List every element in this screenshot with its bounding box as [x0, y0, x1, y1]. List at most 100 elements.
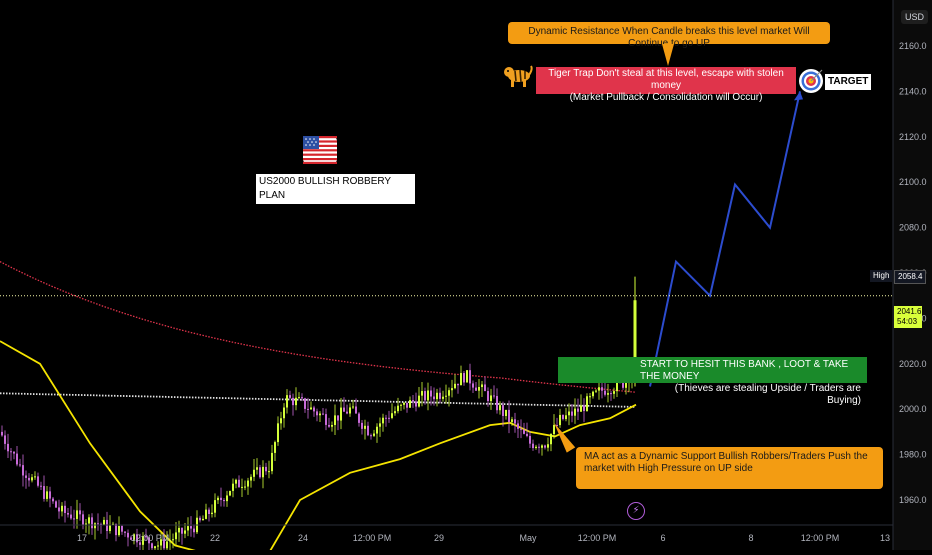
- resistance-note-pointer: [662, 44, 674, 66]
- candle-body: [331, 425, 333, 427]
- plan-title: US2000 BULLISH ROBBERY PLAN: [256, 174, 415, 204]
- candle-body: [244, 486, 246, 488]
- candle-body: [307, 408, 309, 410]
- candle-body: [85, 523, 87, 526]
- candle-body: [298, 397, 300, 399]
- candle-body: [472, 383, 474, 388]
- candle-body: [514, 419, 516, 424]
- lightning-icon[interactable]: ⚡: [627, 502, 645, 520]
- candle-body: [358, 413, 360, 423]
- target-icon: [797, 66, 825, 96]
- candle-body: [427, 390, 429, 401]
- candle-body: [175, 532, 177, 540]
- x-tick-label: 8: [748, 533, 753, 543]
- candle-body: [304, 398, 306, 409]
- entry-note: START TO HESIT THIS BANK , LOOT & TAKE T…: [634, 357, 867, 406]
- last-candle-body: [633, 300, 637, 382]
- candle-body: [556, 424, 558, 426]
- candle-body: [169, 540, 171, 542]
- candle-body: [376, 426, 378, 434]
- tiger-trap-note: Tiger Trap Don't steal at this level, es…: [536, 67, 796, 103]
- candle-body: [457, 383, 459, 386]
- candle-body: [559, 414, 561, 426]
- candle-body: [55, 501, 57, 508]
- candle-body: [124, 531, 126, 533]
- candle-body: [499, 405, 501, 411]
- candle-body: [301, 397, 303, 399]
- candle-body: [115, 523, 117, 536]
- candle-body: [190, 526, 192, 529]
- candle-body: [208, 509, 210, 514]
- candle-body: [238, 479, 240, 488]
- candle-body: [103, 519, 105, 525]
- candle-body: [109, 525, 111, 531]
- currency-label[interactable]: USD: [901, 10, 929, 24]
- candle-body: [34, 476, 36, 478]
- entry-zone: [558, 357, 634, 383]
- candle-body: [226, 495, 228, 502]
- candle-body: [610, 393, 612, 395]
- candle-body: [274, 442, 276, 453]
- candle-body: [142, 535, 144, 545]
- candle-body: [544, 445, 546, 448]
- candle-body: [94, 523, 96, 529]
- candle-body: [199, 517, 201, 521]
- candle-body: [259, 467, 261, 478]
- candle-body: [460, 373, 462, 386]
- candle-body: [361, 422, 363, 429]
- candle-body: [118, 526, 120, 536]
- candle-body: [403, 402, 405, 405]
- x-tick-label: 12:00 PM: [578, 533, 617, 543]
- candle-body: [91, 517, 93, 529]
- candle-body: [493, 395, 495, 397]
- candle-body: [454, 383, 456, 389]
- high-tag-value: 2058.4: [894, 270, 927, 284]
- candle-body: [553, 424, 555, 435]
- candle-body: [283, 407, 285, 419]
- x-tick-label: 12:00 PM: [131, 533, 170, 543]
- y-tick-label: 2080.0: [899, 223, 927, 233]
- candle-body: [415, 401, 417, 407]
- candle-body: [337, 415, 339, 421]
- candle-body: [391, 413, 393, 418]
- candle-body: [58, 507, 60, 512]
- candle-body: [535, 446, 537, 449]
- x-tick-label: 22: [210, 533, 220, 543]
- candle-body: [217, 497, 219, 501]
- candle-body: [595, 390, 597, 392]
- candle-body: [97, 523, 99, 525]
- candle-body: [271, 452, 273, 472]
- candle-body: [13, 451, 15, 454]
- candle-body: [214, 500, 216, 513]
- candle-body: [133, 534, 135, 540]
- candle-body: [10, 451, 12, 453]
- candle-body: [202, 518, 204, 521]
- candle-body: [586, 396, 588, 412]
- candle-body: [616, 379, 618, 392]
- candle-body: [247, 480, 249, 487]
- x-tick-label: 6: [660, 533, 665, 543]
- candle-body: [82, 514, 84, 526]
- candle-body: [532, 443, 534, 449]
- candle-body: [193, 528, 195, 533]
- candle-body: [268, 471, 270, 473]
- candle-body: [211, 512, 213, 514]
- candle-body: [565, 415, 567, 420]
- candle-body: [436, 392, 438, 400]
- candle-body: [313, 407, 315, 412]
- candle-body: [310, 407, 312, 410]
- candle-body: [286, 395, 288, 408]
- candle-body: [292, 397, 294, 406]
- resistance-note: Dynamic Resistance When Candle breaks th…: [508, 22, 830, 49]
- candle-body: [370, 435, 372, 437]
- candle-body: [64, 505, 66, 513]
- candle-body: [487, 391, 489, 402]
- candle-body: [223, 499, 225, 502]
- ma-support-note-text: MA act as a Dynamic Support Bullish Robb…: [584, 451, 868, 474]
- candle-body: [187, 526, 189, 531]
- candle-body: [316, 411, 318, 416]
- resistance-note-text: Dynamic Resistance When Candle breaks th…: [528, 26, 810, 49]
- target-label: TARGET: [825, 74, 872, 90]
- y-tick-label: 2100.0: [899, 177, 927, 187]
